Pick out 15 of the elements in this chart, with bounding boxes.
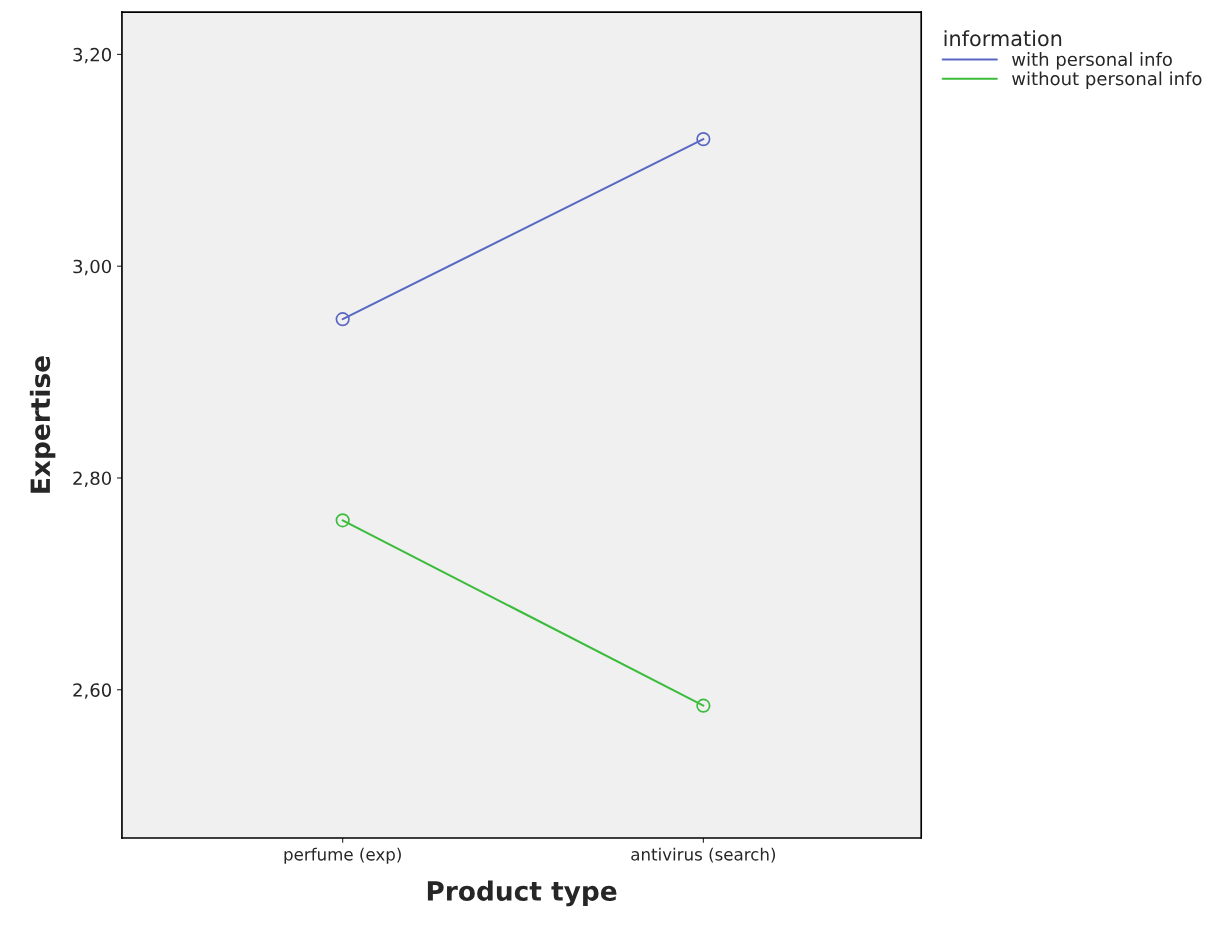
x-tick-label: antivirus (search): [631, 847, 776, 863]
x-tick-label: perfume (exp): [284, 847, 401, 864]
point: [335, 312, 350, 327]
y-tick-label: 2,80: [73, 471, 112, 487]
legend-title: information: [944, 30, 1062, 47]
point: [335, 513, 350, 528]
y-tick-label: 3,00: [73, 259, 112, 276]
y-tick-label: 2,60: [73, 683, 112, 699]
legend-label: with personal info: [1012, 52, 1172, 70]
x-axis-title: Product type: [427, 880, 617, 907]
y-axis-title: Expertise: [29, 356, 56, 493]
point: [696, 132, 711, 147]
legend-label: without personal info: [1012, 71, 1202, 89]
y-tick-label: 3,20: [73, 47, 112, 64]
point: [696, 698, 711, 713]
